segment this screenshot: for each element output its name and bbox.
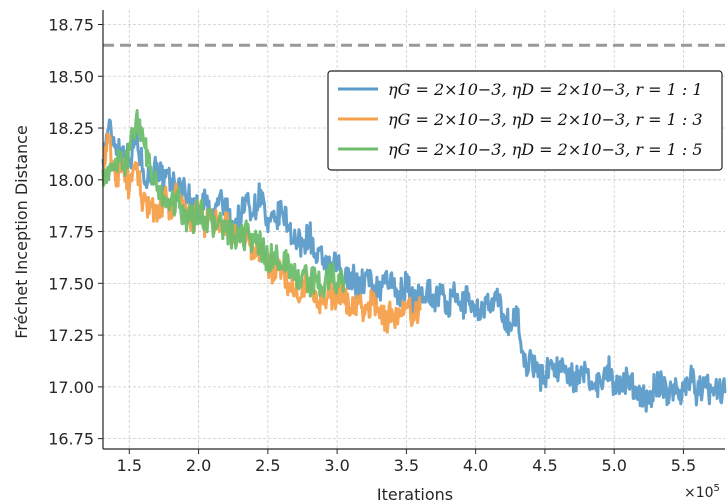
legend-box [327, 70, 723, 171]
y-tick-label-1: 17.00 [48, 378, 94, 397]
x-tick-label-0: 1.5 [117, 456, 142, 475]
x-tick-label-6: 4.5 [532, 456, 557, 475]
series-lines [101, 109, 727, 413]
legend-label-2: ηG = 2×10−3, ηD = 2×10−3, r = 1 : 3 [388, 110, 703, 129]
x-axis-multiplier-exponent: 5 [714, 483, 720, 494]
x-tick-label-5: 4.0 [463, 456, 488, 475]
x-axis-multiplier: ×105 [684, 483, 720, 501]
y-tick-label-4: 17.75 [48, 223, 94, 242]
x-tick-label-2: 2.5 [255, 456, 280, 475]
y-tick-label-7: 18.50 [48, 67, 94, 86]
series-line-1 [101, 118, 727, 413]
x-axis-multiplier-base: ×10 [684, 485, 714, 501]
y-tick-label-2: 17.25 [48, 326, 94, 345]
x-tick-label-8: 5.5 [671, 456, 696, 475]
legend-label-3: ηG = 2×10−3, ηD = 2×10−3, r = 1 : 5 [388, 140, 703, 159]
y-tick-label-3: 17.50 [48, 274, 94, 293]
y-axis-ticks: 16.75 17.00 17.25 17.50 17.75 18.00 18.25 18.50… [48, 15, 103, 449]
x-tick-label-7: 5.0 [601, 456, 626, 475]
y-tick-label-0: 16.75 [48, 430, 94, 449]
y-axis-label: Fréchet Inception Distance [12, 125, 31, 339]
x-axis-label: Iterations [377, 485, 453, 504]
x-tick-label-4: 3.5 [394, 456, 419, 475]
axes [102, 10, 725, 450]
y-tick-label-5: 18.00 [48, 171, 94, 190]
x-tick-label-3: 3.0 [324, 456, 349, 475]
legend: ηG = 2×10−3, ηD = 2×10−3, r = 1 : 1 ηG = … [327, 70, 723, 171]
series-line-3 [101, 109, 346, 299]
x-axis-ticks: 1.5 2.0 2.5 3.0 3.5 4.0 4.5 5.0 5.5 [117, 449, 696, 475]
x-tick-label-1: 2.0 [186, 456, 211, 475]
y-tick-label-8: 18.75 [48, 15, 94, 34]
legend-label-1: ηG = 2×10−3, ηD = 2×10−3, r = 1 : 1 [388, 80, 703, 99]
y-tick-label-6: 18.25 [48, 119, 94, 138]
